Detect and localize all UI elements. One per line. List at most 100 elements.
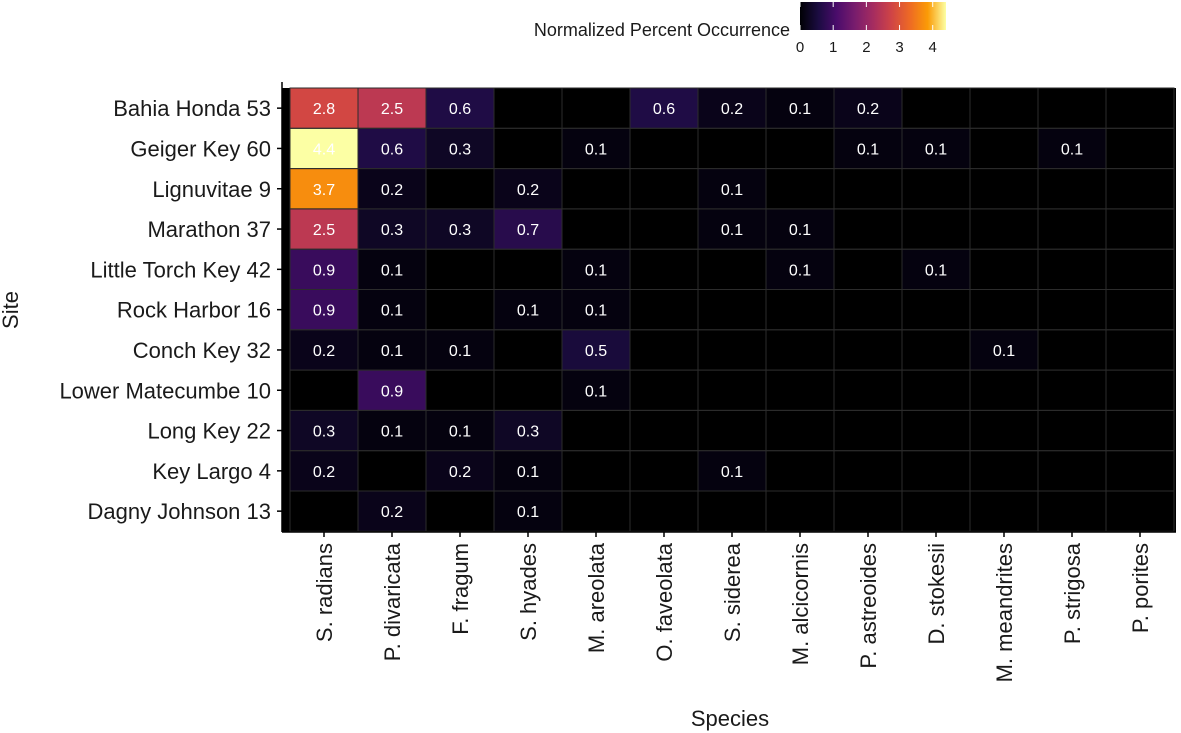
cell-value-label: 0.1 [449,343,471,360]
heatmap-cell [290,249,358,290]
heatmap-cell [358,491,426,532]
cell-value-label: 4.4 [313,141,335,158]
cell-value-label: 0.1 [381,262,403,279]
legend-colorbar [800,2,946,30]
cell-value-label: 0.9 [313,303,335,320]
heatmap-cell [562,329,630,371]
heatmap-cell [562,128,630,169]
cell-value-label: 0.2 [721,101,743,118]
cell-value-label: 0.1 [721,464,743,481]
heatmap-cell [562,370,630,411]
heatmap-cell [766,208,834,250]
cell-value-label: 0.1 [585,262,607,279]
heatmap-cell [426,410,494,451]
heatmap-cell [290,168,358,209]
heatmap-cell [358,168,426,209]
cell-value-label: 0.1 [517,303,539,320]
cell-value-label: 0.3 [313,424,335,441]
y-axis-ticks: Bahia Honda 53 Geiger Key 60 Lignuvitae 9 M… [59,96,282,524]
x-tick-label-s-siderea: S. siderea [720,542,745,642]
heatmap-cell [766,249,834,290]
cell-value-label: 0.2 [381,182,403,199]
heatmap-cell [562,289,630,330]
cell-value-label: 0.1 [381,343,403,360]
cell-value-label: 0.1 [517,464,539,481]
cell-value-label: 0.1 [585,303,607,320]
x-tick-label-s-radians: S. radians [312,543,337,642]
y-tick-label-marathon-37: Marathon 37 [147,217,271,242]
heatmap-cell [970,329,1038,371]
x-tick-label-f-fragum: F. fragum [448,543,473,635]
heatmap-cell [358,289,426,330]
cell-value-label: 0.6 [653,101,675,118]
x-tick-label-d-stokesii: D. stokesii [924,543,949,644]
cell-value-label: 0.1 [721,222,743,239]
x-axis-title: Species [691,706,769,731]
cell-value-label: 2.5 [313,222,335,239]
heatmap-cell [358,410,426,451]
heatmap-cell [290,128,358,169]
heatmap-cell [494,168,562,209]
cell-value-label: 0.1 [789,262,811,279]
heatmap-cell [358,208,426,250]
cell-value-label: 0.6 [381,141,403,158]
y-tick-label-geiger-key-60: Geiger Key 60 [130,136,271,161]
legend-tick-label: 4 [929,39,937,56]
x-tick-label-s-hyades: S. hyades [516,543,541,641]
cell-value-label: 0.9 [381,383,403,400]
cell-value-label: 0.3 [449,141,471,158]
heatmap-cell [358,88,426,129]
x-tick-label-p-astreoides: P. astreoides [856,543,881,669]
heatmap-cell [426,208,494,250]
cell-value-label: 0.1 [449,424,471,441]
cell-value-label: 0.5 [585,343,607,360]
cell-value-label: 0.1 [381,424,403,441]
cell-value-label: 0.1 [993,343,1015,360]
heatmap-cell [358,249,426,290]
heatmap-cell [698,168,766,209]
heatmap-cell [426,450,494,491]
cell-value-label: 0.1 [517,504,539,521]
heatmap-cell [290,410,358,451]
cell-value-label: 0.6 [449,101,471,118]
cell-value-label: 2.8 [313,101,335,118]
y-tick-label-rock-harbor-16: Rock Harbor 16 [117,298,271,323]
cell-value-label: 0.1 [789,222,811,239]
cell-value-label: 0.2 [517,182,539,199]
y-tick-label-lignuvitae-9: Lignuvitae 9 [152,177,271,202]
y-tick-label-key-largo-4: Key Largo 4 [152,459,271,484]
x-axis-ticks: S. radians P. divaricata F. fragum S. hyade… [312,532,1153,682]
grid-lines [289,87,1175,532]
legend-ticks: 0 1 2 3 4 [796,2,937,56]
heatmap-cell [426,128,494,169]
cell-value-label: 0.1 [381,303,403,320]
cell-value-label: 0.2 [449,464,471,481]
heatmap-cells [290,88,1106,532]
x-tick-label-m-areolata: M. areolata [584,542,609,653]
cell-value-label: 0.1 [857,141,879,158]
cell-value-label: 0.3 [381,222,403,239]
cell-value-label: 0.1 [585,383,607,400]
heatmap-cell [494,491,562,532]
heatmap-cell [698,208,766,250]
heatmap-cell [358,370,426,411]
heatmap-cell [698,450,766,491]
heatmap-cell [766,88,834,129]
heatmap-cell [426,329,494,371]
heatmap-cell [494,410,562,451]
heatmap-cell [290,450,358,491]
cell-value-label: 0.2 [313,343,335,360]
heatmap-cell [1038,128,1106,169]
cell-labels: 2.8 2.5 0.6 0.6 0.2 0.1 0.2 4.4 0.6 0.3 0.1 0.1 0.1 0… [313,101,1083,521]
cell-value-label: 3.7 [313,182,335,199]
cell-value-label: 0.2 [381,504,403,521]
heatmap-cell [290,208,358,250]
cell-value-label: 0.1 [1061,141,1083,158]
legend-title: Normalized Percent Occurrence [534,20,790,40]
heatmap-cell [494,208,562,250]
x-tick-label-m-alcicornis: M. alcicornis [788,543,813,665]
y-tick-label-little-torch-key-42: Little Torch Key 42 [90,257,271,282]
heatmap-cell [834,88,902,129]
heatmap-cell [902,128,970,169]
